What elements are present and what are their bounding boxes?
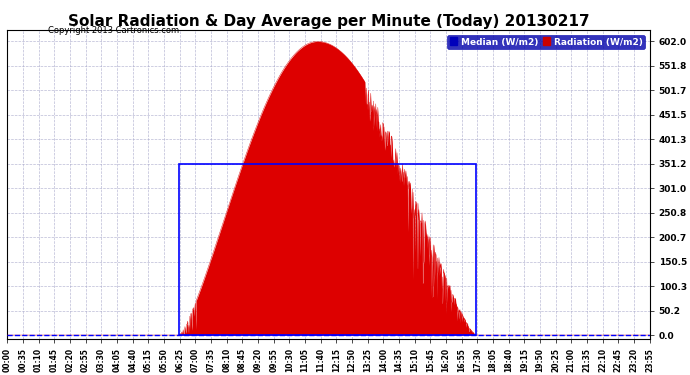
Legend: Median (W/m2), Radiation (W/m2): Median (W/m2), Radiation (W/m2): [447, 35, 645, 49]
Title: Solar Radiation & Day Average per Minute (Today) 20130217: Solar Radiation & Day Average per Minute…: [68, 14, 589, 29]
Bar: [179, 164, 476, 335]
Text: Copyright 2013 Cartronics.com: Copyright 2013 Cartronics.com: [48, 26, 179, 35]
